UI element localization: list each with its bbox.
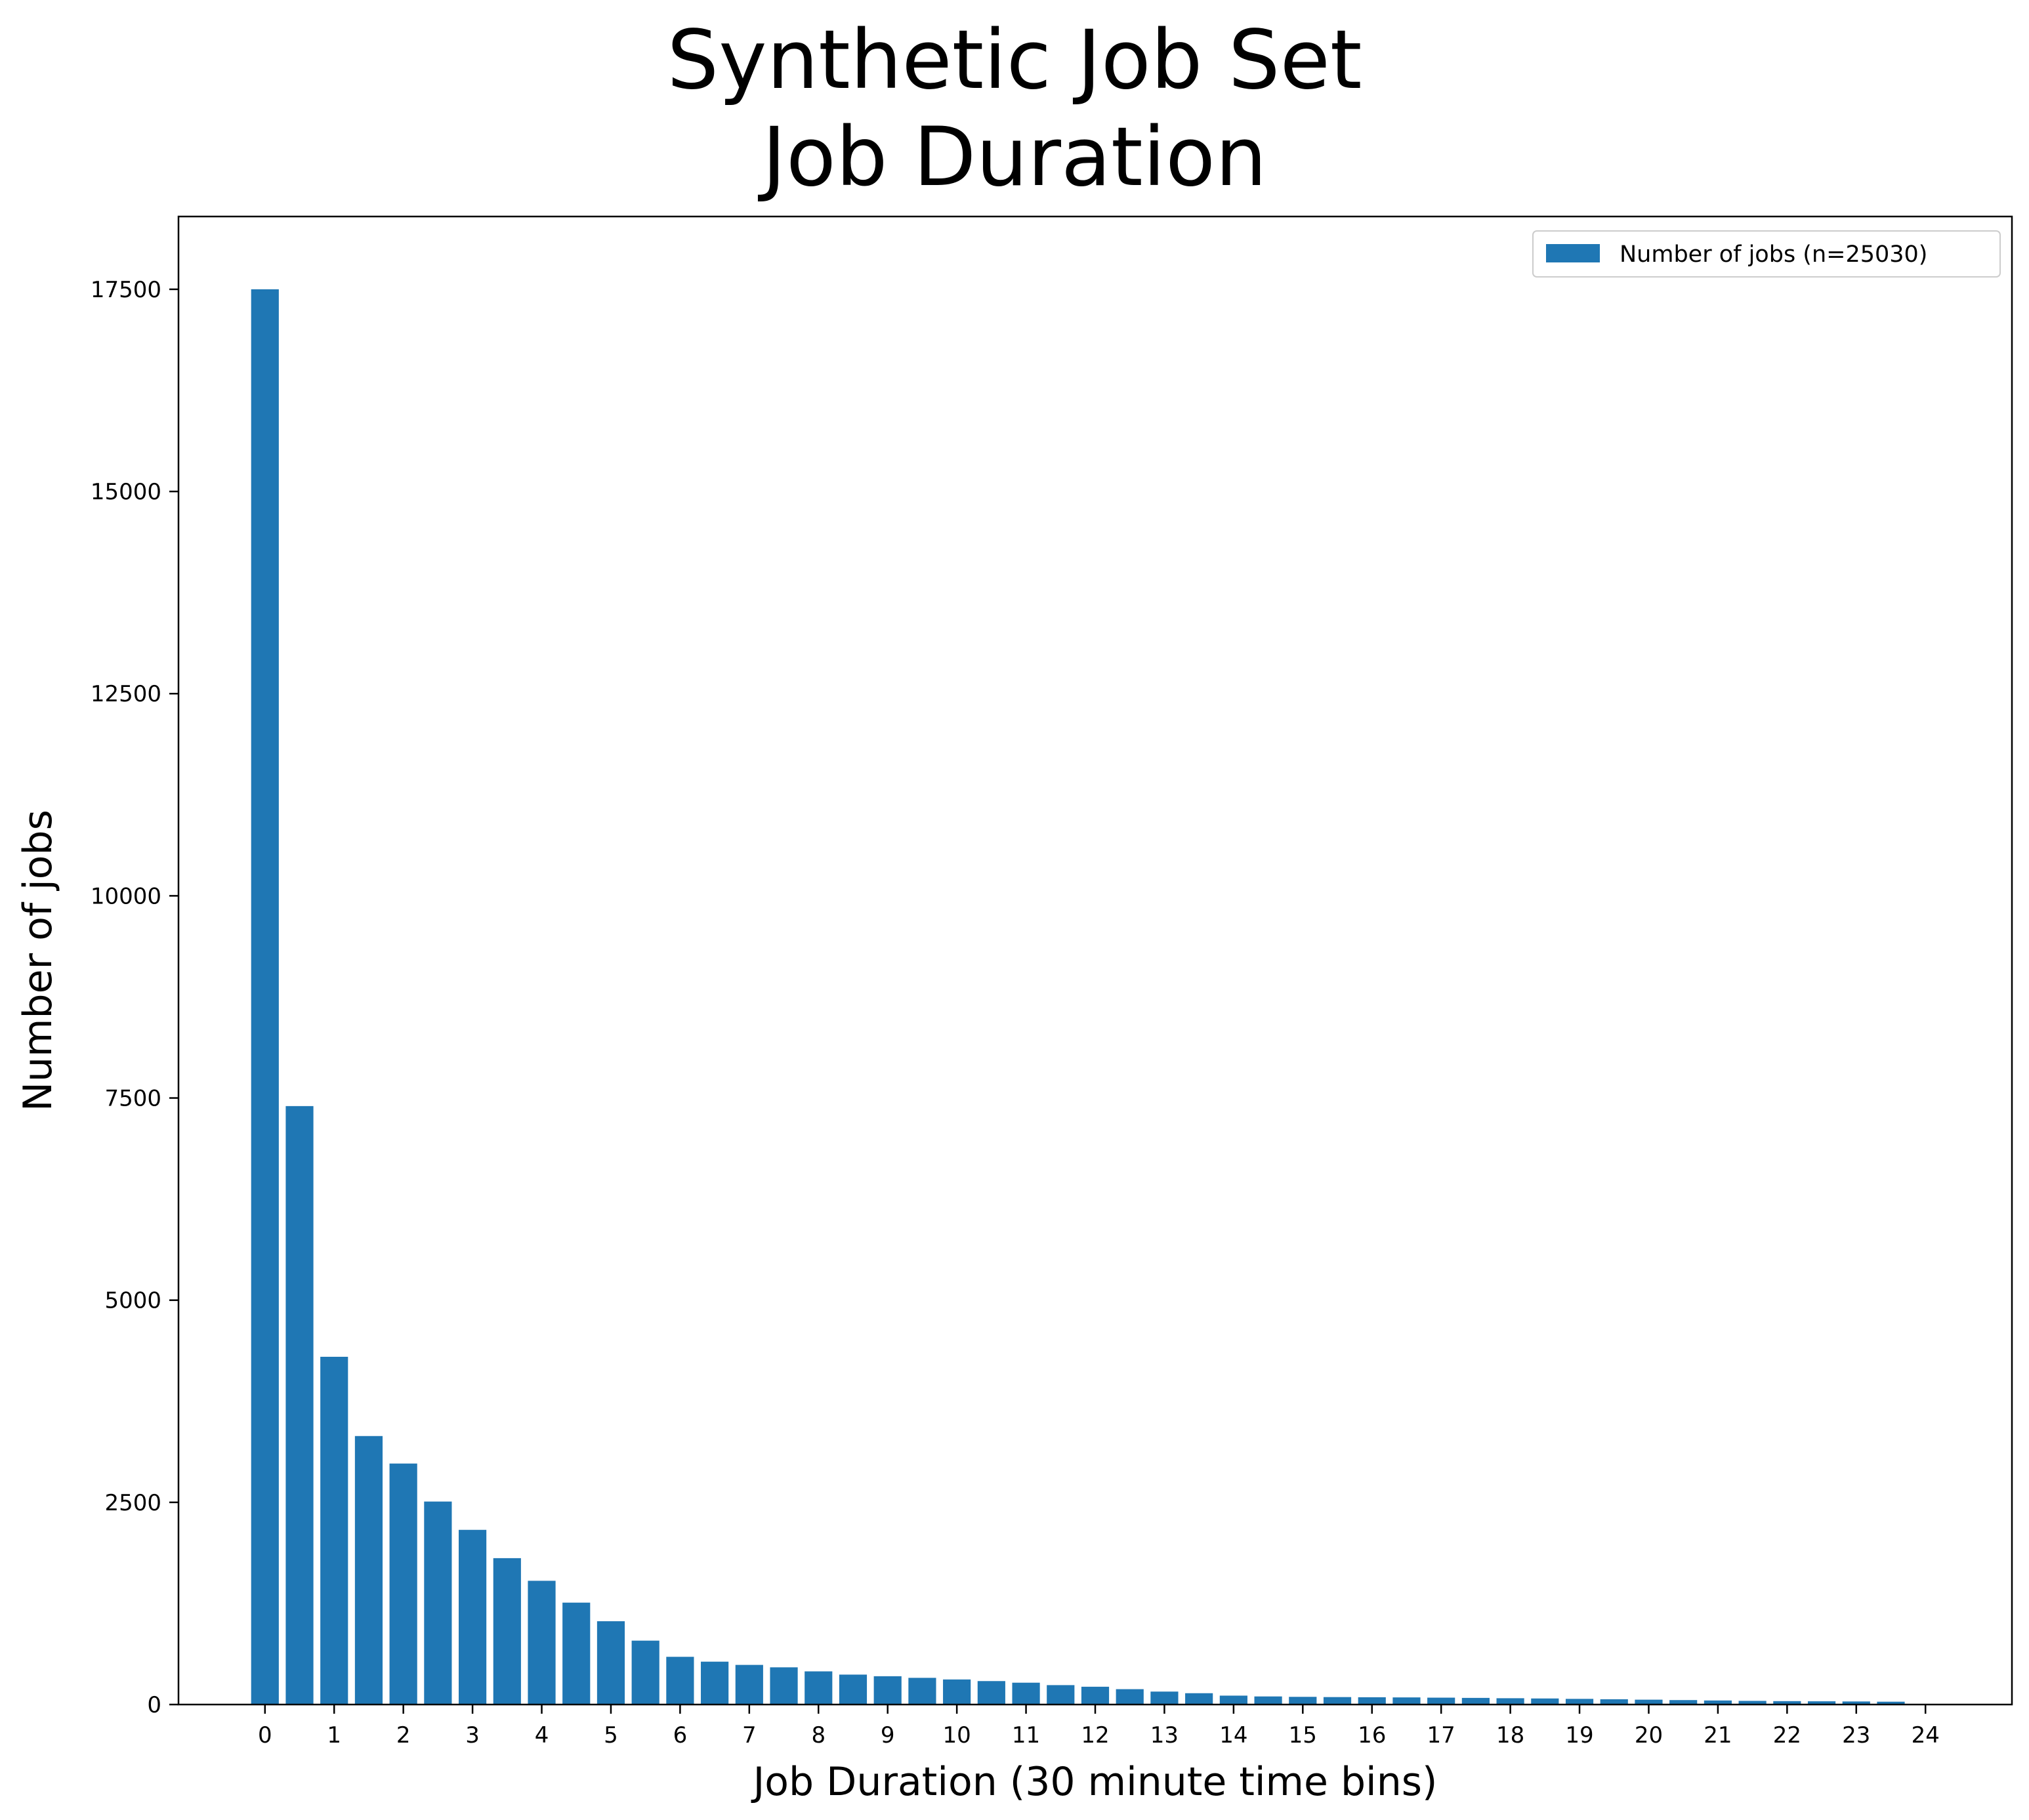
x-tick-label: 16 bbox=[1358, 1722, 1386, 1748]
x-tick-label: 7 bbox=[742, 1722, 757, 1748]
x-tick-label: 10 bbox=[942, 1722, 971, 1748]
y-axis-label: Number of jobs bbox=[15, 810, 61, 1111]
bar bbox=[1600, 1699, 1628, 1705]
bar bbox=[873, 1676, 902, 1705]
x-tick-label: 20 bbox=[1635, 1722, 1663, 1748]
bar bbox=[1635, 1699, 1663, 1705]
bar bbox=[666, 1657, 694, 1705]
x-tick-label: 11 bbox=[1012, 1722, 1040, 1748]
bar bbox=[1773, 1701, 1801, 1705]
x-tick-label: 4 bbox=[535, 1722, 549, 1748]
y-tick-label: 0 bbox=[147, 1692, 161, 1718]
bar bbox=[1358, 1697, 1386, 1705]
bar bbox=[1669, 1700, 1698, 1705]
y-tick-label: 7500 bbox=[104, 1086, 161, 1112]
x-tick-label: 5 bbox=[604, 1722, 618, 1748]
bar bbox=[1738, 1701, 1767, 1705]
y-axis-ticks: 0 2500 5000 7500 10000 12500 15000 17500 bbox=[91, 277, 178, 1718]
bar bbox=[1081, 1686, 1110, 1705]
x-tick-label: 12 bbox=[1081, 1722, 1109, 1748]
x-tick-label: 0 bbox=[258, 1722, 272, 1748]
x-tick-label: 13 bbox=[1150, 1722, 1179, 1748]
x-tick-label: 3 bbox=[465, 1722, 480, 1748]
x-tick-label: 14 bbox=[1219, 1722, 1247, 1748]
plot-frame bbox=[177, 215, 2013, 1706]
bar bbox=[805, 1671, 833, 1705]
bar bbox=[1323, 1697, 1352, 1705]
bar bbox=[1012, 1682, 1040, 1705]
y-tick-label: 15000 bbox=[91, 479, 161, 505]
bar bbox=[977, 1681, 1005, 1705]
bar bbox=[1427, 1697, 1455, 1705]
bar bbox=[1254, 1696, 1282, 1705]
x-tick-label: 1 bbox=[327, 1722, 341, 1748]
x-tick-label: 21 bbox=[1704, 1722, 1732, 1748]
bar bbox=[354, 1436, 383, 1705]
legend-swatch bbox=[1546, 244, 1600, 262]
bar bbox=[770, 1667, 798, 1705]
bar bbox=[943, 1679, 971, 1705]
bar bbox=[1531, 1698, 1559, 1705]
bar bbox=[1116, 1689, 1144, 1705]
y-tick-label: 10000 bbox=[91, 883, 161, 909]
bar bbox=[735, 1665, 763, 1705]
bar bbox=[839, 1674, 868, 1705]
x-tick-label: 2 bbox=[396, 1722, 411, 1748]
x-axis-label: Job Duration (30 minute time bins) bbox=[751, 1759, 1438, 1805]
x-tick-label: 24 bbox=[1912, 1722, 1940, 1748]
chart-title-line-1: Synthetic Job Set bbox=[667, 13, 1362, 108]
legend-box bbox=[1532, 230, 2001, 278]
bar bbox=[1704, 1700, 1732, 1705]
x-tick-label: 23 bbox=[1842, 1722, 1870, 1748]
x-tick-label: 15 bbox=[1289, 1722, 1317, 1748]
bars-layer bbox=[251, 289, 1905, 1705]
bar bbox=[701, 1661, 729, 1705]
bar bbox=[1877, 1701, 1905, 1705]
bar bbox=[251, 289, 279, 1705]
bar bbox=[1185, 1693, 1213, 1705]
bar bbox=[285, 1106, 314, 1705]
bar bbox=[1219, 1695, 1247, 1705]
bar bbox=[1461, 1697, 1490, 1705]
x-tick-label: 22 bbox=[1773, 1722, 1801, 1748]
bar bbox=[1392, 1697, 1421, 1705]
bar bbox=[459, 1529, 487, 1705]
bar bbox=[1047, 1685, 1075, 1705]
bar bbox=[389, 1463, 417, 1705]
x-tick-label: 17 bbox=[1427, 1722, 1455, 1748]
bar bbox=[1807, 1701, 1836, 1705]
chart-title-line-2: Job Duration bbox=[762, 110, 1267, 205]
x-tick-label: 19 bbox=[1565, 1722, 1593, 1748]
x-axis-ticks: 0 1 2 3 4 5 6 7 8 9 10 11 12 13 14 15 16 17 18 19 20 21 22 23 24 bbox=[258, 1705, 1940, 1748]
bar bbox=[320, 1356, 348, 1705]
y-tick-label: 2500 bbox=[104, 1490, 161, 1516]
y-tick-label: 12500 bbox=[91, 681, 161, 707]
bar bbox=[1565, 1699, 1594, 1705]
bar bbox=[596, 1621, 625, 1705]
x-tick-label: 8 bbox=[811, 1722, 826, 1748]
bar bbox=[631, 1640, 659, 1705]
x-tick-label: 9 bbox=[881, 1722, 895, 1748]
y-tick-label: 5000 bbox=[104, 1288, 161, 1314]
bar bbox=[908, 1678, 936, 1705]
y-tick-label: 17500 bbox=[91, 277, 161, 303]
bar bbox=[493, 1558, 521, 1705]
bar bbox=[562, 1602, 591, 1705]
bar bbox=[1842, 1701, 1870, 1705]
x-tick-label: 6 bbox=[673, 1722, 688, 1748]
legend-label: Number of jobs (n=25030) bbox=[1620, 241, 1927, 268]
bar bbox=[424, 1501, 452, 1705]
bar bbox=[1496, 1698, 1524, 1705]
bar bbox=[528, 1581, 556, 1705]
bar bbox=[1289, 1697, 1317, 1705]
legend: Number of jobs (n=25030) bbox=[1532, 230, 2001, 278]
x-tick-label: 18 bbox=[1496, 1722, 1524, 1748]
bar bbox=[1150, 1691, 1179, 1705]
